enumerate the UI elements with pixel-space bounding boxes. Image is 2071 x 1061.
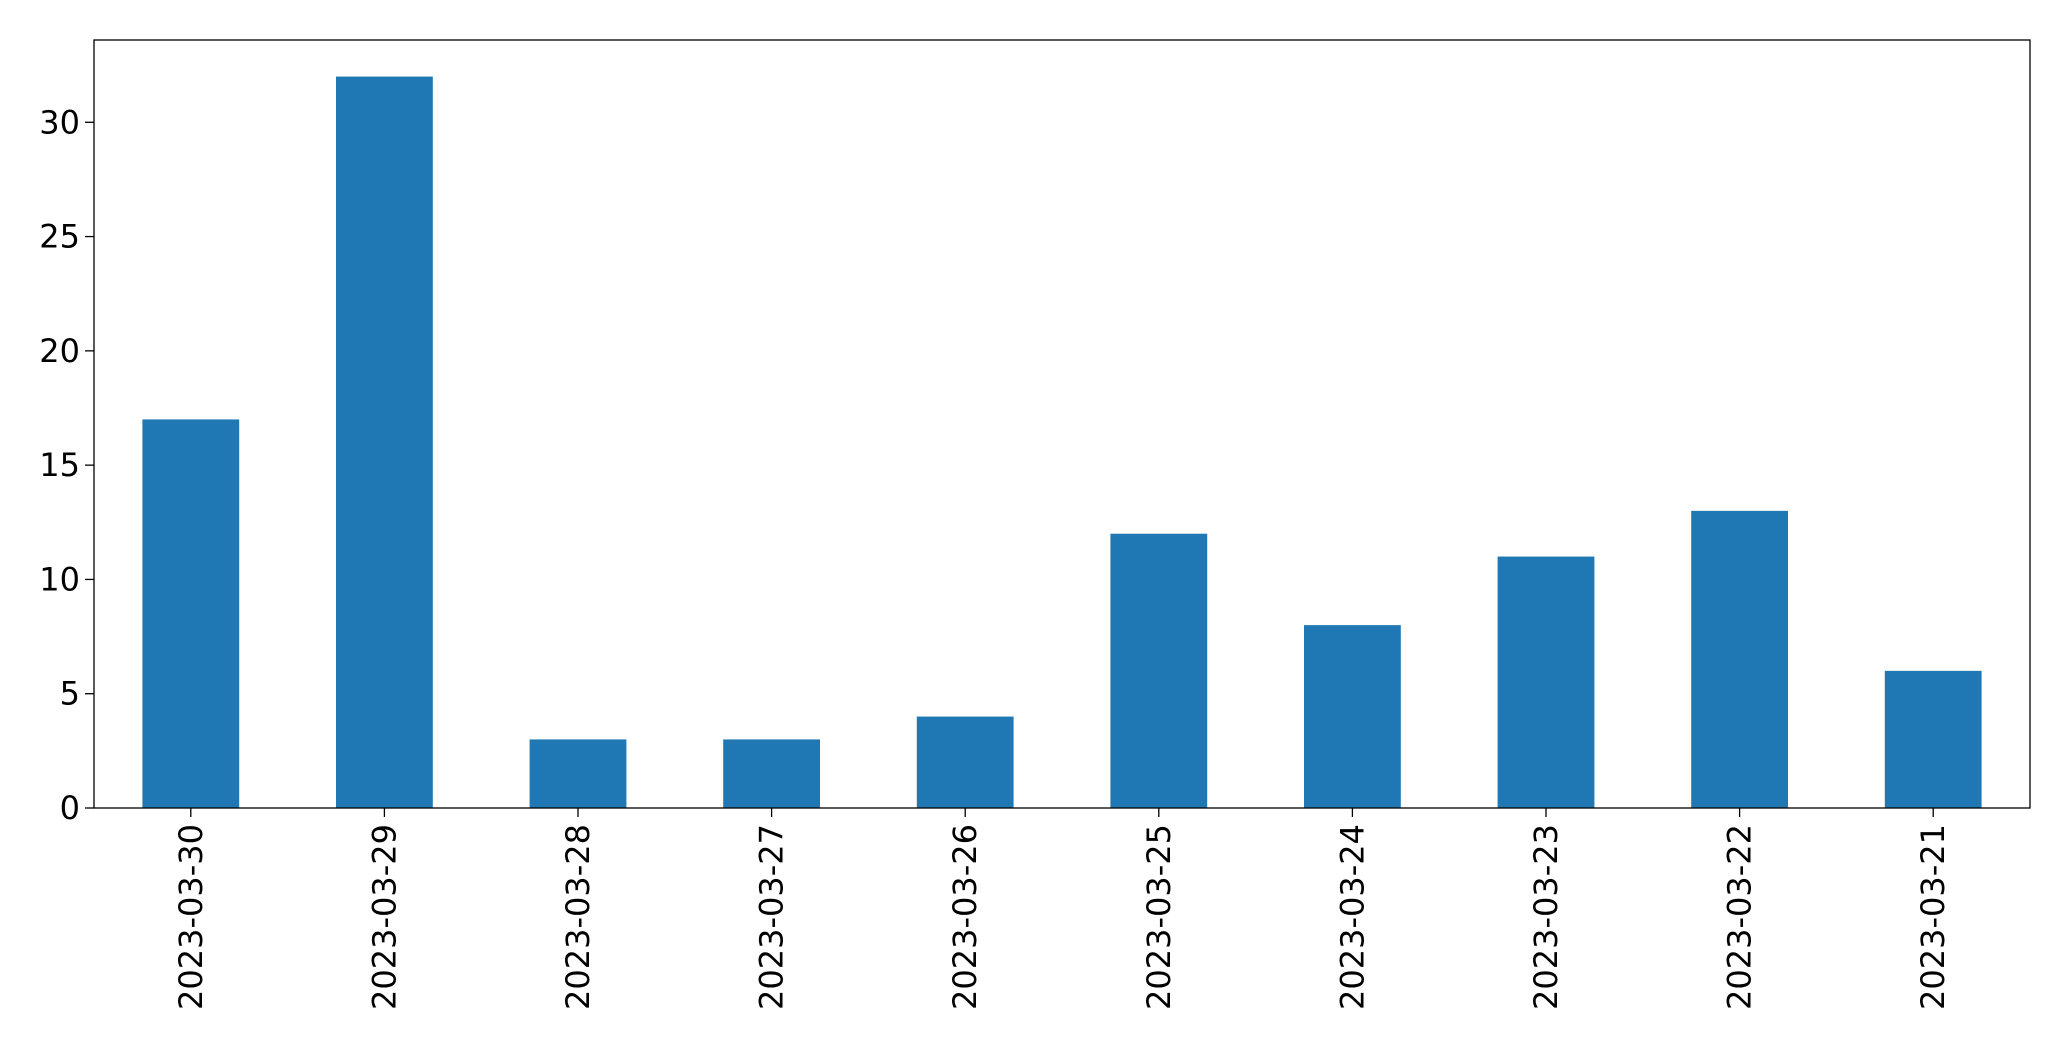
bar bbox=[1110, 533, 1208, 808]
y-tick-label: 15 bbox=[39, 446, 80, 484]
bar bbox=[336, 76, 433, 809]
x-tick-label: 2023-03-27 bbox=[753, 824, 791, 1010]
bar bbox=[1304, 625, 1401, 808]
x-tick-label: 2023-03-25 bbox=[1140, 824, 1178, 1010]
x-tick-label: 2023-03-22 bbox=[1721, 824, 1759, 1010]
x-tick-label: 2023-03-29 bbox=[365, 824, 403, 1010]
y-tick-label: 25 bbox=[39, 218, 80, 256]
y-tick-label: 30 bbox=[39, 103, 80, 141]
y-tick-label: 10 bbox=[39, 560, 80, 598]
bar bbox=[1884, 670, 1982, 808]
bar bbox=[916, 716, 1014, 808]
bar bbox=[1497, 556, 1595, 808]
bar bbox=[1691, 510, 1788, 808]
bar bbox=[529, 739, 627, 808]
x-tick-label: 2023-03-26 bbox=[946, 824, 984, 1010]
y-tick-label: 20 bbox=[39, 332, 80, 370]
y-tick-label: 5 bbox=[60, 675, 80, 713]
x-tick-label: 2023-03-21 bbox=[1914, 824, 1952, 1010]
x-tick-label: 2023-03-23 bbox=[1527, 824, 1565, 1010]
y-tick-label: 0 bbox=[60, 789, 80, 827]
x-tick-label: 2023-03-28 bbox=[559, 824, 597, 1010]
bar bbox=[723, 739, 820, 808]
x-tick-label: 2023-03-30 bbox=[172, 824, 210, 1010]
bar bbox=[142, 419, 240, 808]
x-tick-label: 2023-03-24 bbox=[1333, 824, 1371, 1010]
plot-frame bbox=[93, 39, 2031, 809]
